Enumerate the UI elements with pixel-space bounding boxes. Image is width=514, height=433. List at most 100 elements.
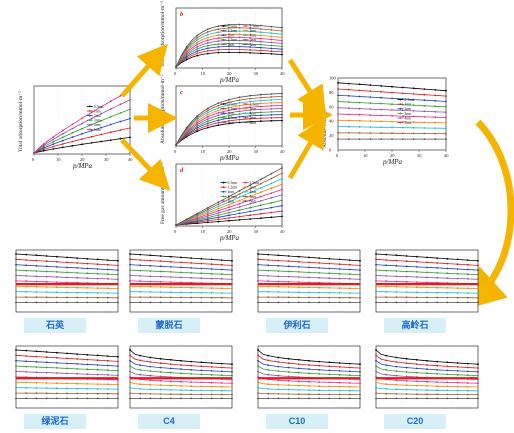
series-point bbox=[25, 259, 28, 261]
series-point bbox=[380, 85, 383, 87]
series-point bbox=[169, 286, 172, 289]
series-point bbox=[259, 24, 262, 27]
series-point bbox=[270, 50, 273, 53]
legend-label: 1.2nm bbox=[228, 186, 238, 190]
series-point bbox=[228, 209, 230, 211]
series-point bbox=[139, 253, 142, 256]
series-point bbox=[270, 172, 273, 175]
series-point bbox=[139, 383, 142, 386]
series-point bbox=[100, 119, 103, 122]
series-point bbox=[96, 263, 99, 266]
series-point bbox=[106, 383, 109, 386]
series-point bbox=[426, 271, 428, 274]
x-tick-label: 0 bbox=[32, 157, 35, 162]
series-point bbox=[287, 286, 290, 288]
series-point bbox=[270, 108, 273, 110]
series-point bbox=[206, 111, 209, 114]
series-point bbox=[217, 203, 220, 206]
series-point bbox=[117, 360, 119, 363]
series-point bbox=[297, 260, 300, 263]
series-point bbox=[106, 301, 109, 304]
series-point bbox=[412, 138, 415, 141]
series-point bbox=[405, 388, 408, 391]
series-point bbox=[259, 182, 262, 185]
series-point bbox=[318, 381, 321, 383]
series-point bbox=[217, 43, 220, 45]
series-point bbox=[281, 215, 283, 218]
series-point bbox=[159, 265, 162, 268]
series-point bbox=[35, 285, 38, 288]
legend-marker bbox=[244, 181, 247, 184]
series-point bbox=[86, 257, 89, 260]
series-point bbox=[426, 296, 428, 299]
series-point bbox=[76, 392, 79, 395]
series-point bbox=[395, 296, 398, 299]
series-point bbox=[220, 259, 223, 261]
legend-marker bbox=[88, 105, 91, 108]
series-point bbox=[385, 388, 388, 390]
series-point bbox=[15, 349, 17, 351]
series-point bbox=[287, 388, 290, 391]
series-point bbox=[267, 264, 270, 267]
series-point bbox=[159, 357, 162, 360]
series-point bbox=[159, 384, 162, 387]
legend-marker bbox=[244, 107, 247, 110]
series-point bbox=[423, 99, 426, 102]
series-point bbox=[267, 301, 270, 304]
series-point bbox=[267, 280, 270, 283]
series-point bbox=[456, 385, 459, 388]
series-point bbox=[249, 97, 252, 100]
legend-marker bbox=[222, 34, 225, 37]
series-point bbox=[405, 393, 408, 395]
series-point bbox=[210, 397, 213, 400]
series-point bbox=[86, 392, 89, 395]
series-point bbox=[149, 291, 152, 293]
series-point bbox=[436, 272, 439, 274]
mineral-label-c4: C4 bbox=[138, 414, 200, 429]
series-point bbox=[267, 397, 270, 400]
series-point bbox=[270, 41, 273, 44]
panel-tag: c bbox=[180, 89, 183, 96]
legend-label: 0.5nm bbox=[228, 102, 238, 106]
series-point bbox=[220, 287, 223, 290]
legend-marker bbox=[244, 186, 247, 189]
legend-marker bbox=[399, 112, 402, 115]
legend-marker bbox=[88, 128, 91, 131]
mineral-charts-grid bbox=[15, 249, 479, 409]
series-point bbox=[45, 356, 48, 359]
series-point bbox=[405, 260, 408, 263]
y-tick-label: 0 bbox=[329, 148, 332, 153]
series-point bbox=[220, 296, 223, 299]
series-point bbox=[206, 50, 209, 52]
series-point bbox=[169, 397, 172, 400]
series-point bbox=[308, 271, 310, 274]
series-point bbox=[270, 201, 273, 204]
series-point bbox=[426, 389, 428, 391]
series-point bbox=[369, 126, 372, 128]
series-point bbox=[117, 374, 119, 377]
series-point bbox=[423, 110, 426, 113]
series-point bbox=[338, 272, 341, 275]
excess-adsorption-chart: 0 10 20 30 40 p/MPa Excess adsorption/mmol·m⁻²… bbox=[160, 1, 285, 84]
series-point bbox=[270, 105, 273, 107]
series-point bbox=[445, 127, 447, 130]
series-point bbox=[196, 125, 199, 128]
series-point bbox=[106, 263, 109, 266]
mineral-chart bbox=[129, 345, 233, 409]
series-point bbox=[277, 254, 280, 257]
series-point bbox=[210, 258, 213, 261]
series-point bbox=[15, 296, 17, 298]
series-point bbox=[25, 349, 28, 352]
x-tick-label: 30 bbox=[254, 229, 259, 234]
series-point bbox=[25, 275, 28, 277]
series-point bbox=[61, 143, 64, 145]
series-point bbox=[210, 385, 213, 388]
series-point bbox=[328, 277, 331, 280]
series-point bbox=[206, 28, 209, 31]
series-point bbox=[200, 365, 203, 368]
series-point bbox=[129, 392, 131, 394]
series-point bbox=[477, 367, 479, 369]
series-point bbox=[328, 361, 331, 364]
series-point bbox=[369, 102, 372, 104]
series-point bbox=[375, 285, 377, 288]
